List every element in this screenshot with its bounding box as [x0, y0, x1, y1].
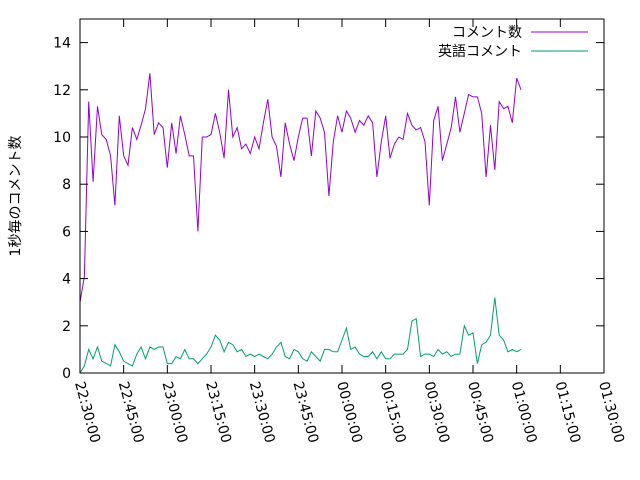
legend-label-2: 英語コメント	[438, 43, 522, 60]
x-tick-label: 22:30:00	[71, 380, 103, 445]
x-tick-label: 00:30:00	[420, 380, 452, 445]
x-tick-label: 01:15:00	[551, 380, 583, 445]
series-line-2	[79, 297, 522, 374]
series-layer	[79, 73, 522, 374]
x-tick-label: 23:30:00	[246, 380, 278, 445]
y-tick-label: 10	[53, 130, 71, 146]
y-tick-label: 0	[62, 366, 71, 382]
y-tick-label: 14	[53, 36, 71, 52]
y-axis: 0 2 4 6 8 10 12 14	[53, 36, 604, 382]
y-tick-label: 2	[62, 319, 71, 335]
x-tick-label: 22:45:00	[115, 380, 147, 445]
x-tick-label: 00:15:00	[377, 380, 409, 445]
y-tick-label: 12	[53, 83, 71, 99]
legend-label-1: コメント数	[452, 25, 522, 41]
x-tick-label: 23:15:00	[202, 380, 234, 445]
x-tick-label: 00:45:00	[464, 380, 496, 445]
x-tick-label: 23:45:00	[289, 380, 321, 445]
x-tick-label: 01:00:00	[508, 380, 540, 445]
y-tick-label: 8	[62, 177, 71, 193]
y-tick-label: 6	[62, 224, 71, 240]
series-line-1	[79, 73, 522, 303]
x-tick-label: 00:00:00	[333, 380, 365, 445]
y-tick-label: 4	[62, 272, 71, 288]
x-axis: 22:30:00 22:45:00 23:00:00 23:15:00 23:30:00…	[71, 19, 627, 445]
y-axis-label: 1秒毎のコメント数	[8, 136, 24, 257]
x-tick-label: 23:00:00	[158, 380, 190, 445]
x-tick-label: 01:30:00	[595, 380, 627, 445]
plot-frame	[79, 18, 605, 374]
